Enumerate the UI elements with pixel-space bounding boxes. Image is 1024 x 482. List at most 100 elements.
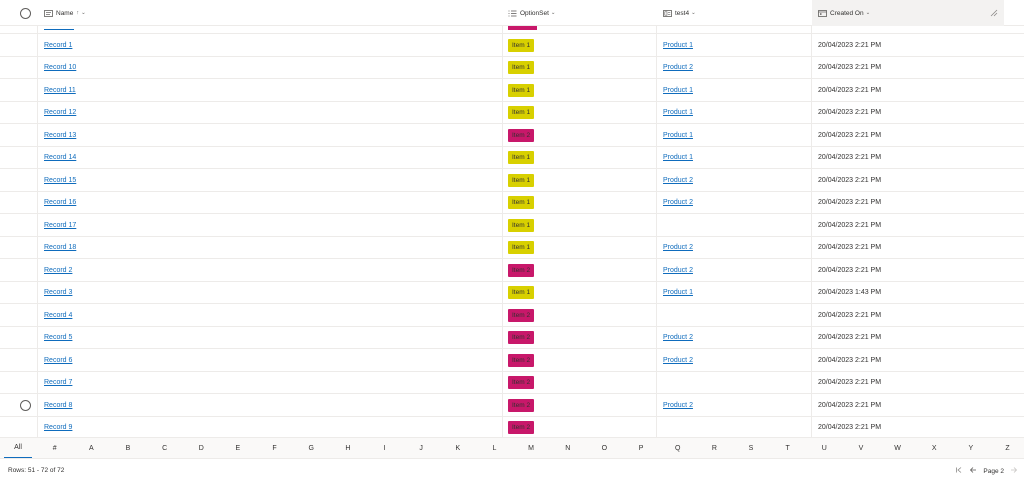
- optionset-cell: Item 2: [508, 372, 535, 395]
- table-row[interactable]: Record 4 Item 2 20/04/2023 2:21 PM: [0, 304, 1024, 327]
- select-all-checkbox[interactable]: [20, 7, 31, 19]
- name-cell: Record 14: [44, 147, 76, 170]
- alphabet-filter-letter[interactable]: O: [601, 445, 608, 452]
- product-link[interactable]: Product 1: [663, 86, 693, 94]
- table-row[interactable]: Record 17 Item 1 20/04/2023 2:21 PM: [0, 214, 1024, 237]
- alphabet-filter-letter[interactable]: X: [931, 445, 937, 452]
- table-row[interactable]: Record 1 Item 1 Product 1 20/04/2023 2:21 P…: [0, 34, 1024, 57]
- record-name-link[interactable]: Record 8: [44, 401, 73, 409]
- table-row[interactable]: Record 11 Item 1 Product 1 20/04/2023 2:21 …: [0, 79, 1024, 102]
- alphabet-filter-letter[interactable]: P: [638, 445, 644, 452]
- row-count-text: Rows: 51 - 72 of 72: [8, 467, 65, 474]
- table-row[interactable]: Record 14 Item 1 Product 1 20/04/2023 2:21 …: [0, 147, 1024, 170]
- column-header-created-on[interactable]: Created On ⌄: [812, 0, 1004, 26]
- alphabet-filter-letter[interactable]: Z: [1005, 445, 1010, 452]
- product-link[interactable]: Product 2: [663, 334, 693, 342]
- record-name-link[interactable]: Record 2: [44, 266, 73, 274]
- record-name-link[interactable]: Record 3: [44, 289, 73, 297]
- record-name-link[interactable]: Record 16: [44, 199, 77, 207]
- alphabet-filter-letter[interactable]: U: [821, 445, 827, 452]
- product-link[interactable]: Product 2: [663, 401, 693, 409]
- column-header-name[interactable]: Name ↑ ⌄: [44, 0, 86, 26]
- record-name-link[interactable]: Record 12: [44, 109, 77, 117]
- previous-page-icon[interactable]: [969, 466, 977, 476]
- alphabet-filter-letter[interactable]: D: [198, 445, 204, 452]
- product-link[interactable]: Product 2: [663, 64, 693, 72]
- alphabet-filter-letter[interactable]: #: [52, 445, 57, 452]
- alphabet-filter-letter[interactable]: L: [492, 445, 497, 452]
- record-name-link[interactable]: Record 10: [44, 64, 77, 72]
- record-name-link[interactable]: Record 14: [44, 154, 77, 162]
- product-link[interactable]: Product 2: [663, 266, 693, 274]
- table-row[interactable]: Record 13 Item 2 Product 1 20/04/2023 2:21 …: [0, 124, 1024, 147]
- table-row[interactable]: Record 10 Item 1 Product 2 20/04/2023 2:21 …: [0, 57, 1024, 79]
- product-link[interactable]: Product 1: [663, 41, 693, 49]
- row-select-cell[interactable]: [20, 394, 31, 417]
- product-link[interactable]: Product 1: [663, 289, 693, 297]
- column-header-test4[interactable]: test4 ⌄: [663, 0, 696, 26]
- product-link[interactable]: Product 1: [663, 154, 693, 162]
- record-name-link[interactable]: Record 11: [44, 86, 76, 94]
- name-cell: Record 3: [44, 282, 72, 305]
- date-column-icon: [818, 9, 827, 17]
- record-name-link[interactable]: Record 4: [44, 311, 73, 319]
- table-row[interactable]: Record 9 Item 2 20/04/2023 2:21 PM: [0, 417, 1024, 438]
- record-name-link[interactable]: Record 17: [44, 221, 77, 229]
- alphabet-filter-letter[interactable]: B: [125, 445, 131, 452]
- record-name-link[interactable]: Record 6: [44, 356, 73, 364]
- alphabet-filter-letter[interactable]: W: [894, 445, 901, 452]
- product-link[interactable]: Product 2: [663, 176, 693, 184]
- record-name-link[interactable]: Record 7: [44, 379, 73, 387]
- row-select-checkbox[interactable]: [20, 399, 31, 411]
- table-row[interactable]: Record 18 Item 1 Product 2 20/04/2023 2:21 …: [0, 237, 1024, 259]
- column-resize-icon[interactable]: [990, 9, 998, 17]
- alphabet-filter-letter[interactable]: V: [858, 445, 864, 452]
- product-link[interactable]: Product 2: [663, 356, 693, 364]
- select-all-cell[interactable]: [20, 0, 31, 26]
- created-on-value: 20/04/2023 2:21 PM: [818, 109, 882, 117]
- table-row[interactable]: Record 8 Item 2 Product 2 20/04/2023 2:21 P…: [0, 394, 1024, 417]
- next-page-icon[interactable]: [1010, 466, 1018, 476]
- table-row[interactable]: Record 2 Item 2 Product 2 20/04/2023 2:21 P…: [0, 259, 1024, 282]
- record-name-link[interactable]: Record 9: [44, 424, 73, 432]
- alphabet-filter-letter[interactable]: F: [272, 445, 277, 452]
- name-cell: Record 7: [44, 372, 72, 395]
- product-link[interactable]: Product 2: [663, 199, 693, 207]
- product-link[interactable]: Product 1: [663, 131, 693, 139]
- alphabet-filter-all[interactable]: All: [4, 438, 32, 459]
- table-row[interactable]: Record 15 Item 1 Product 2 20/04/2023 2:21 …: [0, 169, 1024, 192]
- record-name-link[interactable]: Record 18: [44, 244, 77, 252]
- alphabet-filter-letter[interactable]: M: [528, 445, 535, 452]
- record-name-link[interactable]: Record 1: [44, 41, 73, 49]
- table-row[interactable]: Record 5 Item 2 Product 2 20/04/2023 2:21 P…: [0, 327, 1024, 349]
- table-row[interactable]: Record 7 Item 2 20/04/2023 2:21 PM: [0, 372, 1024, 395]
- alphabet-filter-letter[interactable]: G: [308, 445, 314, 452]
- table-row[interactable]: Record 12 Item 1 Product 1 20/04/2023 2:21 …: [0, 102, 1024, 124]
- alphabet-filter-letter[interactable]: Q: [674, 445, 681, 452]
- option-badge: Item 1: [508, 38, 535, 52]
- column-header-optionset[interactable]: OptionSet ⌄: [508, 0, 556, 26]
- table-row[interactable]: Record 6 Item 2 Product 2 20/04/2023 2:21 P…: [0, 349, 1024, 372]
- record-name-link[interactable]: Record 13: [44, 131, 77, 139]
- created-on-cell: 20/04/2023 2:21 PM: [818, 147, 881, 170]
- alphabet-filter-letter[interactable]: H: [345, 445, 351, 452]
- alphabet-filter-letter[interactable]: K: [455, 445, 461, 452]
- product-link[interactable]: Product 1: [663, 109, 693, 117]
- record-name-link[interactable]: Record 5: [44, 334, 73, 342]
- alphabet-filter-letter[interactable]: E: [235, 445, 241, 452]
- alphabet-filter-letter[interactable]: J: [419, 445, 423, 452]
- first-page-icon[interactable]: [955, 466, 963, 476]
- alphabet-filter-letter[interactable]: S: [748, 445, 754, 452]
- alphabet-filter-letter[interactable]: Y: [968, 445, 974, 452]
- record-name-link[interactable]: Record 15: [44, 176, 77, 184]
- alphabet-filter-letter[interactable]: C: [162, 445, 168, 452]
- table-row[interactable]: Record 16 Item 1 Product 2 20/04/2023 2:21 …: [0, 192, 1024, 214]
- table-row[interactable]: Record 3 Item 1 Product 1 20/04/2023 1:43 P…: [0, 282, 1024, 305]
- alphabet-filter-letter[interactable]: R: [711, 445, 717, 452]
- created-on-value: 20/04/2023 2:21 PM: [818, 379, 882, 387]
- alphabet-filter-letter[interactable]: N: [565, 445, 571, 452]
- alphabet-filter-letter[interactable]: T: [785, 445, 790, 452]
- product-link[interactable]: Product 2: [663, 244, 693, 252]
- alphabet-filter-letter[interactable]: A: [88, 445, 94, 452]
- alphabet-filter-letter[interactable]: I: [383, 445, 386, 452]
